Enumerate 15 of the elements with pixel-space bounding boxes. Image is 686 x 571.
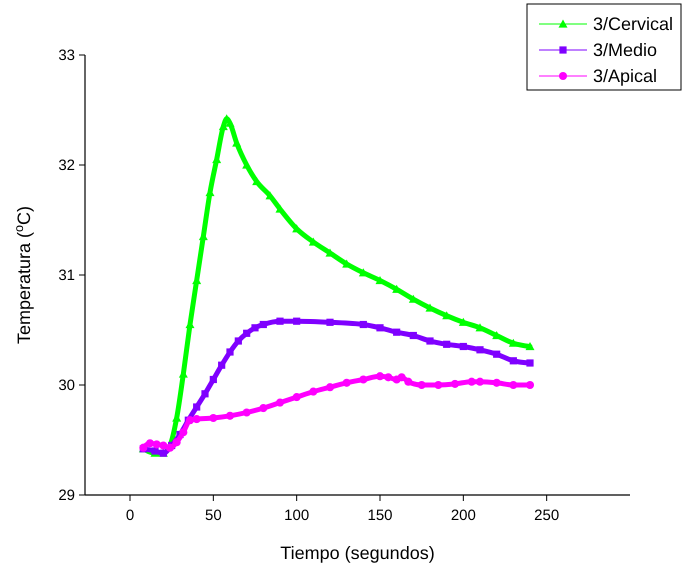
y-tick-label: 31 [58, 267, 75, 284]
x-tick-label: 100 [284, 507, 310, 524]
y-tick-label: 29 [58, 487, 75, 504]
x-tick-label: 150 [367, 507, 393, 524]
y-tick-label: 30 [58, 377, 75, 394]
legend-label: 3/Medio [593, 40, 658, 60]
x-tick-label: 200 [450, 507, 476, 524]
y-tick-label: 32 [58, 157, 75, 174]
legend-label: 3/Cervical [593, 14, 674, 34]
legend-label: 3/Apical [593, 66, 658, 86]
x-axis-title: Tiempo (segundos) [280, 543, 435, 563]
x-tick-label: 250 [534, 507, 560, 524]
x-tick-label: 0 [126, 507, 134, 524]
y-tick-label: 33 [58, 47, 75, 64]
x-tick-label: 50 [204, 507, 222, 524]
